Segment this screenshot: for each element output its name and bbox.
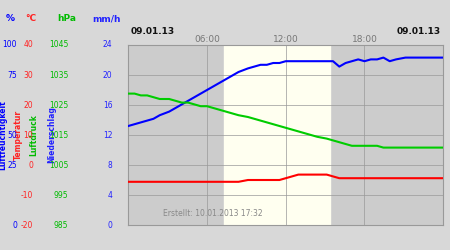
Text: 09.01.13: 09.01.13 bbox=[130, 27, 175, 36]
Text: 09.01.13: 09.01.13 bbox=[397, 27, 441, 36]
Text: 1045: 1045 bbox=[49, 40, 68, 50]
Text: Temperatur: Temperatur bbox=[14, 110, 22, 160]
Text: 0: 0 bbox=[108, 220, 112, 230]
Text: 8: 8 bbox=[108, 160, 112, 170]
Text: Luftfeuchtigkeit: Luftfeuchtigkeit bbox=[0, 100, 8, 170]
Text: 12: 12 bbox=[103, 130, 112, 140]
Text: 20: 20 bbox=[24, 100, 33, 110]
Text: hPa: hPa bbox=[57, 14, 76, 23]
Text: -20: -20 bbox=[21, 220, 33, 230]
Text: 4: 4 bbox=[108, 190, 112, 200]
Text: 1015: 1015 bbox=[49, 130, 68, 140]
Text: -10: -10 bbox=[21, 190, 33, 200]
Text: °C: °C bbox=[25, 14, 36, 23]
Text: Niederschlag: Niederschlag bbox=[47, 106, 56, 164]
Text: 50: 50 bbox=[7, 130, 17, 140]
Text: 1025: 1025 bbox=[49, 100, 68, 110]
Text: 16: 16 bbox=[103, 100, 112, 110]
Text: 995: 995 bbox=[54, 190, 68, 200]
Text: 12:00: 12:00 bbox=[273, 35, 299, 44]
Text: %: % bbox=[5, 14, 14, 23]
Text: 1005: 1005 bbox=[49, 160, 68, 170]
Text: Luftdruck: Luftdruck bbox=[29, 114, 38, 156]
Text: 20: 20 bbox=[103, 70, 112, 80]
Text: 25: 25 bbox=[8, 160, 17, 170]
Text: 24: 24 bbox=[103, 40, 112, 50]
Text: mm/h: mm/h bbox=[92, 14, 121, 23]
Text: 0: 0 bbox=[28, 160, 33, 170]
Text: 30: 30 bbox=[23, 70, 33, 80]
Text: 40: 40 bbox=[23, 40, 33, 50]
Text: 100: 100 bbox=[3, 40, 17, 50]
Text: Erstellt: 10.01.2013 17:32: Erstellt: 10.01.2013 17:32 bbox=[163, 209, 263, 218]
Text: 985: 985 bbox=[54, 220, 68, 230]
Text: 10: 10 bbox=[24, 130, 33, 140]
Text: 75: 75 bbox=[7, 70, 17, 80]
Text: 18:00: 18:00 bbox=[351, 35, 378, 44]
Text: 06:00: 06:00 bbox=[194, 35, 220, 44]
Text: 0: 0 bbox=[12, 220, 17, 230]
Bar bbox=[224, 45, 330, 225]
Text: 1035: 1035 bbox=[49, 70, 68, 80]
